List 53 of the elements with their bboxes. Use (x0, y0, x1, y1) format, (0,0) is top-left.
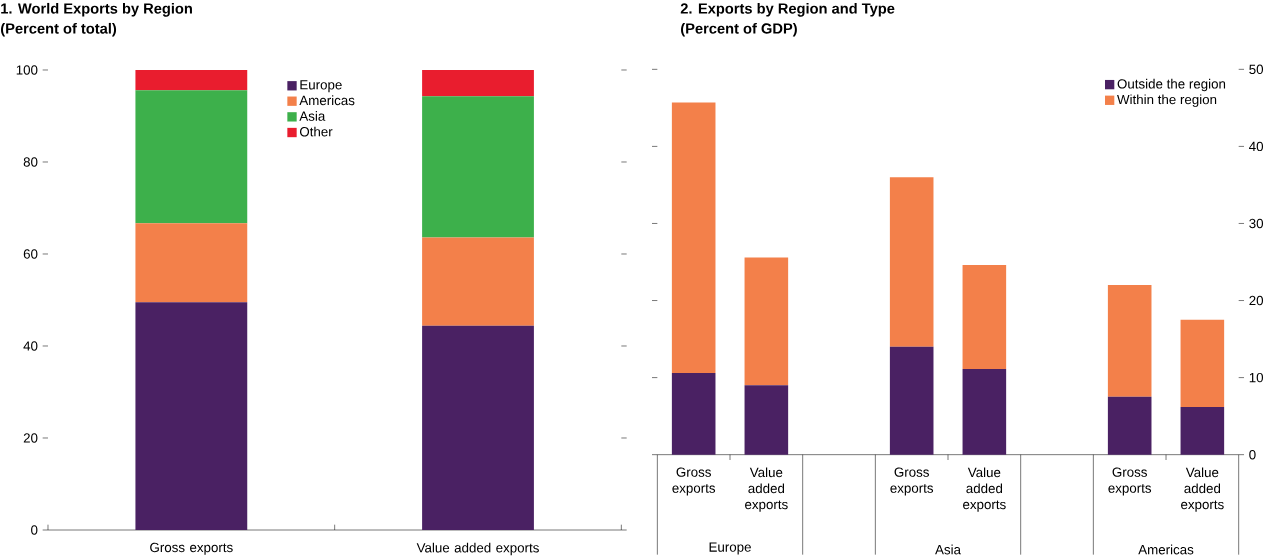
bar (422, 69, 534, 97)
x-tick-label: Gross exports (890, 467, 934, 496)
bar (422, 325, 534, 530)
bar (962, 369, 1007, 455)
bar (962, 265, 1007, 370)
chart-subtitle: (Percent of total) (1, 22, 117, 37)
bar (671, 372, 716, 455)
y-tick-label: 0 (31, 525, 38, 535)
text: Americas (1138, 544, 1194, 555)
y-tick-label: 40 (23, 341, 38, 351)
bar (135, 302, 248, 530)
bar (889, 346, 934, 455)
y-tick-label: 100 (16, 65, 38, 75)
legend-label: Europe (300, 80, 342, 93)
text: Europe (709, 542, 751, 555)
bar (1180, 406, 1225, 455)
y2-tick-label: 20 (1249, 295, 1264, 306)
legend-label: Asia (299, 111, 326, 121)
bar (422, 96, 534, 238)
legend-label: Outside the region (1117, 78, 1226, 92)
x-tick-label: Value added exports (963, 467, 1006, 512)
x-tick-label: Value added exports (1181, 467, 1224, 512)
bar (1107, 285, 1152, 397)
y-tick-label: 20 (23, 433, 38, 443)
y2-tick-label: 10 (1249, 372, 1264, 383)
y2-tick-label: 40 (1249, 141, 1264, 152)
bar (671, 102, 716, 373)
x-tick-label: Gross exports (150, 542, 233, 555)
y2-tick-label: 30 (1249, 218, 1264, 229)
bar (135, 69, 248, 91)
chart-title: 2. Exports by Region and Type (680, 2, 895, 17)
x-tick-label: Value added exports (745, 467, 788, 512)
x-tick-label: Value added exports (416, 542, 539, 556)
bar (135, 90, 248, 224)
y2-tick-label: 0 (1249, 449, 1256, 460)
x-tick-label: Gross exports (1108, 467, 1152, 496)
bar (422, 237, 534, 326)
bar (744, 385, 789, 455)
legend-label: Americas (299, 95, 355, 106)
bar (1107, 396, 1152, 455)
bar (1180, 319, 1225, 407)
chart-subtitle: (Percent of GDP) (681, 22, 797, 37)
chart-title: 1. World Exports by Region (1, 2, 192, 17)
x-tick-label: Gross exports (672, 467, 716, 496)
y2-tick-label: 50 (1249, 64, 1264, 75)
legend-label: Other (299, 126, 333, 137)
y-tick-label: 60 (23, 249, 38, 259)
legend-label: Within the region (1117, 94, 1217, 107)
bar (889, 177, 934, 347)
bar (744, 257, 789, 386)
y-tick-label: 80 (23, 157, 38, 167)
bar (135, 223, 248, 303)
text: Asia (935, 544, 961, 555)
